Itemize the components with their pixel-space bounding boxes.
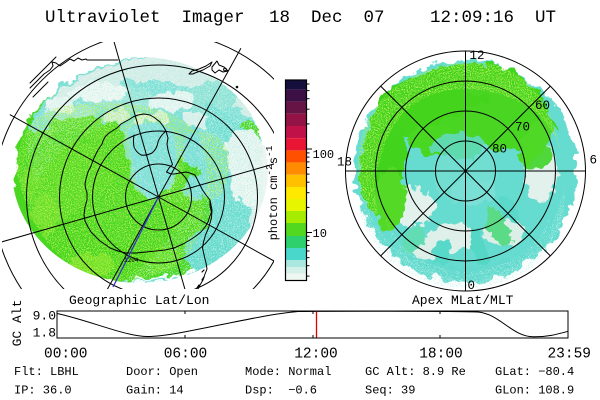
svg-text:photon cm-2s-1: photon cm-2s-1 <box>264 145 282 240</box>
svg-text:06:00: 06:00 <box>164 347 208 363</box>
svg-text:18: 18 <box>337 156 352 170</box>
svg-text:Gain: 14: Gain: 14 <box>126 384 184 398</box>
svg-text:GC Alt: 8.9 Re: GC Alt: 8.9 Re <box>365 365 466 379</box>
svg-text:18 Dec 07: 18 Dec 07 <box>269 8 385 28</box>
svg-text:1.8: 1.8 <box>33 326 56 341</box>
svg-text:Seq: 39: Seq: 39 <box>365 384 415 398</box>
svg-text:80: 80 <box>492 143 507 157</box>
svg-text:GC Alt: GC Alt <box>10 300 25 347</box>
svg-text:100: 100 <box>313 148 335 162</box>
svg-text:0: 0 <box>468 279 476 293</box>
svg-text:Door: Open: Door: Open <box>126 365 198 379</box>
svg-text:12: 12 <box>470 49 485 63</box>
svg-text:10: 10 <box>313 227 327 241</box>
svg-text:GLon: 108.9: GLon: 108.9 <box>495 384 574 398</box>
svg-text:9.0: 9.0 <box>33 309 56 324</box>
svg-text:Ultraviolet Imager: Ultraviolet Imager <box>45 8 245 28</box>
svg-text:Apex MLat/MLT: Apex MLat/MLT <box>412 293 514 308</box>
svg-text:6: 6 <box>590 154 598 168</box>
svg-text:IP: 36.0: IP: 36.0 <box>14 384 72 398</box>
svg-text:Dsp: −0.6: Dsp: −0.6 <box>245 384 317 398</box>
svg-text:Flt: LBHL: Flt: LBHL <box>14 365 79 379</box>
svg-text:12:09:16 UT: 12:09:16 UT <box>430 8 556 28</box>
svg-text:70: 70 <box>515 121 530 135</box>
svg-text:23:59: 23:59 <box>547 347 591 363</box>
svg-text:GLat: −80.4: GLat: −80.4 <box>495 365 574 379</box>
svg-text:00:00: 00:00 <box>44 347 88 363</box>
svg-text:60: 60 <box>535 99 550 113</box>
svg-text:18:00: 18:00 <box>419 347 463 363</box>
svg-text:Mode: Normal: Mode: Normal <box>245 365 331 379</box>
svg-text:12:00: 12:00 <box>294 347 338 363</box>
svg-text:1204: 1204 <box>124 257 139 264</box>
svg-text:Geographic Lat/Lon: Geographic Lat/Lon <box>69 293 209 308</box>
